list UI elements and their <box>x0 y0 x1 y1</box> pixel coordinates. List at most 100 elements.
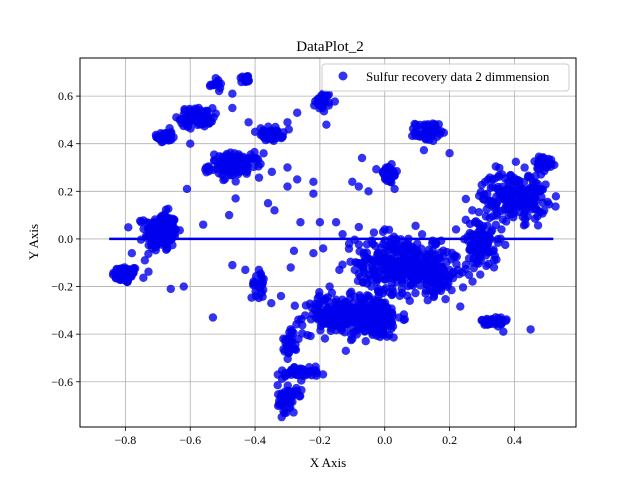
data-point <box>390 269 399 278</box>
data-point <box>279 345 288 354</box>
data-point <box>533 212 542 221</box>
data-point <box>232 168 242 177</box>
data-point <box>179 282 188 291</box>
data-point <box>160 133 170 142</box>
data-point <box>215 83 225 93</box>
data-point <box>123 265 132 274</box>
x-tick-label: 0.0 <box>377 433 392 447</box>
data-point <box>267 167 277 177</box>
data-point <box>372 165 381 174</box>
data-point <box>518 185 527 194</box>
data-point <box>492 204 501 213</box>
data-point <box>488 211 498 221</box>
data-point <box>374 291 383 301</box>
x-tick-label: −0.8 <box>114 433 136 447</box>
x-axis-label: X Axis <box>310 455 346 470</box>
data-point <box>395 291 405 301</box>
data-point <box>475 225 485 234</box>
y-axis-label: Y Axis <box>26 224 41 260</box>
data-point <box>202 168 211 177</box>
data-point <box>381 283 390 293</box>
data-point <box>242 154 251 164</box>
data-point <box>317 318 326 327</box>
data-point <box>273 381 282 390</box>
data-point <box>484 196 494 205</box>
data-point <box>338 229 347 239</box>
data-point <box>199 108 208 117</box>
data-point <box>368 330 377 339</box>
data-point <box>367 282 376 291</box>
data-point <box>330 310 339 320</box>
data-point <box>411 288 420 298</box>
data-point <box>315 218 325 227</box>
data-point <box>116 264 125 274</box>
data-point <box>330 97 339 106</box>
data-point <box>499 327 508 336</box>
data-point <box>375 257 384 267</box>
data-point <box>161 205 171 214</box>
data-point <box>211 109 220 118</box>
data-point <box>417 230 427 239</box>
data-point <box>447 248 457 258</box>
x-tick-label: −0.6 <box>179 433 201 447</box>
data-point <box>411 131 420 140</box>
data-point <box>344 301 354 310</box>
data-point <box>228 89 237 98</box>
data-point <box>474 207 484 217</box>
data-point <box>208 313 218 322</box>
data-point <box>411 120 421 129</box>
data-point <box>506 171 515 180</box>
data-point <box>321 91 330 101</box>
data-point <box>251 279 261 288</box>
data-point <box>445 149 454 158</box>
data-point <box>316 98 326 108</box>
data-point <box>381 275 390 284</box>
data-point <box>296 218 305 227</box>
data-point <box>416 281 425 290</box>
data-point <box>428 250 437 259</box>
data-point <box>309 177 318 186</box>
data-point <box>372 312 381 321</box>
data-point <box>293 175 302 184</box>
data-point <box>364 187 373 196</box>
data-point <box>186 139 195 148</box>
data-point <box>481 212 491 221</box>
y-tick-label: −0.6 <box>51 375 73 389</box>
data-point <box>536 187 545 196</box>
data-point <box>490 174 499 183</box>
y-tick-label: 0.4 <box>58 137 73 151</box>
data-point <box>533 205 542 215</box>
data-point <box>228 103 237 113</box>
data-point <box>281 338 290 348</box>
data-point <box>523 172 533 182</box>
data-point <box>469 239 478 249</box>
data-point <box>339 315 348 324</box>
data-point <box>525 197 534 207</box>
data-point <box>372 273 381 283</box>
data-point <box>551 192 561 201</box>
data-point <box>501 240 510 250</box>
data-point <box>348 177 357 186</box>
data-point <box>209 150 219 159</box>
chart-title: DataPlot_2 <box>296 39 364 55</box>
data-point <box>267 299 276 308</box>
data-point <box>180 106 189 115</box>
data-point <box>331 218 341 227</box>
data-point <box>551 202 560 211</box>
data-point <box>292 320 301 329</box>
data-point <box>453 265 463 275</box>
data-point <box>489 245 498 254</box>
data-point <box>419 145 429 155</box>
data-point <box>476 187 486 197</box>
data-point <box>368 264 378 273</box>
data-point <box>476 256 486 265</box>
data-point <box>402 239 412 248</box>
data-point <box>518 212 527 222</box>
data-point <box>539 162 549 172</box>
data-point <box>344 239 354 248</box>
data-point <box>432 274 442 284</box>
data-point <box>276 399 285 409</box>
data-point <box>445 265 454 275</box>
x-tick-label: −0.4 <box>244 433 266 447</box>
